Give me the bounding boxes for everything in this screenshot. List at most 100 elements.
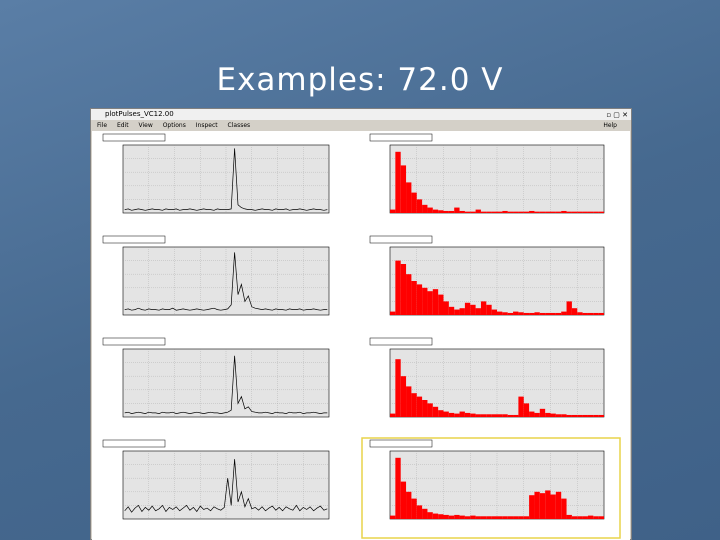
histogram-bin xyxy=(523,312,530,315)
histogram-bin xyxy=(427,291,433,315)
menu-item[interactable]: Edit xyxy=(116,122,129,129)
histogram-bin xyxy=(390,413,396,417)
histogram-bin xyxy=(582,414,588,417)
panel-label-box xyxy=(102,439,166,448)
histogram-bin xyxy=(480,414,487,417)
histogram-bin xyxy=(561,311,567,315)
histogram-bin xyxy=(593,312,599,315)
histogram-bin xyxy=(470,413,476,417)
menu-item[interactable]: Help xyxy=(603,122,617,129)
histogram-bin xyxy=(427,403,433,417)
histogram-bin xyxy=(577,211,583,213)
histogram-bin xyxy=(497,414,503,417)
histogram-bin xyxy=(480,516,487,519)
menu-item[interactable]: File xyxy=(97,122,108,129)
histogram-bin xyxy=(448,515,455,519)
menu-item[interactable]: Classes xyxy=(227,122,251,129)
histogram-bin xyxy=(502,210,508,213)
histogram-bin xyxy=(448,306,455,315)
histogram-bin xyxy=(406,491,412,519)
panel-label-box xyxy=(369,235,433,244)
histogram-bin xyxy=(555,414,562,417)
histogram-bin xyxy=(400,481,407,519)
menu-item[interactable]: Options xyxy=(162,122,186,129)
histogram-bin xyxy=(571,308,578,315)
histogram-bin xyxy=(486,211,492,213)
histogram-bin xyxy=(550,413,556,417)
histogram-bin xyxy=(438,294,444,315)
histogram-bin xyxy=(577,312,583,315)
histogram-bin xyxy=(411,393,417,417)
histogram-bin xyxy=(470,211,476,213)
histogram-bin xyxy=(406,274,412,315)
histogram-bin xyxy=(422,204,428,213)
histogram-bin xyxy=(491,211,497,213)
histogram-bin xyxy=(486,414,492,417)
histogram-bin xyxy=(390,515,396,519)
histogram-bin xyxy=(411,281,417,315)
histogram-bin xyxy=(416,199,423,213)
panel-label-box xyxy=(102,235,166,244)
histogram-bin xyxy=(448,412,455,417)
histogram-bin xyxy=(529,495,535,519)
menu-item[interactable]: View xyxy=(138,122,153,129)
histogram-bin xyxy=(587,312,594,315)
histogram-bin xyxy=(598,211,604,213)
histogram-bin xyxy=(566,301,572,315)
histogram-bin xyxy=(513,516,519,519)
histogram-bin xyxy=(561,210,567,213)
histogram-bin xyxy=(406,386,412,417)
histogram-bin xyxy=(486,516,492,519)
histogram-bin xyxy=(395,151,401,213)
histogram-bin xyxy=(523,403,530,417)
histogram-bin xyxy=(432,513,439,519)
menu-item[interactable]: Inspect xyxy=(195,122,218,129)
histogram-bin xyxy=(545,211,551,213)
histogram-bin xyxy=(550,494,556,519)
histogram-bin xyxy=(486,304,492,315)
histogram-bin xyxy=(598,414,604,417)
histogram-bin xyxy=(422,287,428,315)
histogram-bin xyxy=(432,209,439,213)
histogram-bin xyxy=(454,413,460,417)
histogram-bin xyxy=(555,491,562,519)
histogram-bin xyxy=(480,301,487,315)
waveform-line xyxy=(124,252,328,311)
histogram-bin xyxy=(534,211,540,213)
histogram-bin xyxy=(539,493,546,519)
histogram-bin xyxy=(497,311,503,315)
histogram-bin xyxy=(598,312,604,315)
histogram-bin xyxy=(475,516,481,519)
panel-label-box xyxy=(369,439,433,448)
histogram-bin xyxy=(475,308,481,315)
window-titlebar: plotPulses_VC12.00 ▫ ▢ ✕ xyxy=(91,109,631,120)
histogram-bin xyxy=(400,376,407,417)
histogram-bin xyxy=(422,508,428,519)
histogram-bin xyxy=(438,410,444,417)
histogram-bin xyxy=(518,396,524,417)
histogram-bin xyxy=(577,414,583,417)
histogram-bin xyxy=(454,207,460,213)
histogram-bin xyxy=(480,211,487,213)
histogram-bin xyxy=(593,414,599,417)
histogram-bin xyxy=(491,414,497,417)
histogram-bin xyxy=(502,516,508,519)
histogram-bin xyxy=(507,414,514,417)
histogram-bin xyxy=(390,209,396,213)
histogram-bin xyxy=(539,408,546,417)
histogram-bin xyxy=(406,182,412,213)
histogram-bin xyxy=(438,514,444,519)
histogram-bin xyxy=(459,308,465,315)
window-buttons[interactable]: ▫ ▢ ✕ xyxy=(606,111,628,119)
histogram-bin xyxy=(550,312,556,315)
histogram-bin xyxy=(411,192,417,213)
panel-label-box xyxy=(102,133,166,142)
histogram-bin xyxy=(443,514,449,519)
histogram-bin xyxy=(598,516,604,519)
histogram-bin xyxy=(555,312,562,315)
histogram-bin xyxy=(502,312,508,315)
histogram-bin xyxy=(464,412,471,417)
histogram-bin xyxy=(513,414,519,417)
histogram-bin xyxy=(470,304,476,315)
